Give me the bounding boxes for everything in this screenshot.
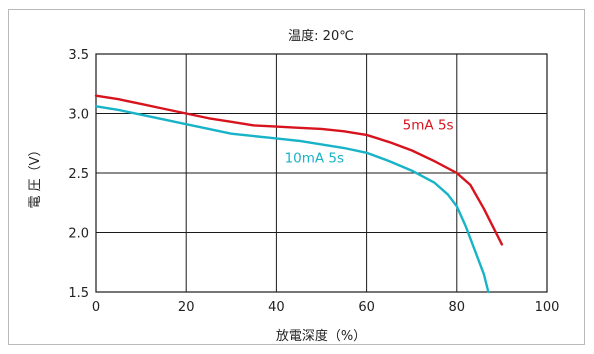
x-axis-label: 放電深度（%） xyxy=(276,328,366,344)
series-label-1: 5mA 5s xyxy=(403,118,454,134)
x-tick-label: 40 xyxy=(268,300,285,315)
series-group xyxy=(94,94,504,294)
plot-area xyxy=(95,53,548,293)
axis-ticks: 0 20 40 60 80 100 1.5 2.0 2.5 3.0 3.5 xyxy=(68,48,559,315)
y-tick-label: 1.5 xyxy=(68,286,89,301)
series-line-1 xyxy=(94,94,504,246)
y-tick-label: 2.5 xyxy=(68,167,89,182)
grid xyxy=(95,53,548,293)
y-tick-label: 3.0 xyxy=(68,108,89,123)
chart-title: 温度: 20℃ xyxy=(288,28,354,44)
y-tick-label: 3.5 xyxy=(68,48,89,63)
x-tick-label: 80 xyxy=(449,300,466,315)
series-line-2 xyxy=(94,105,490,294)
x-tick-label: 20 xyxy=(178,300,195,315)
series-label-2: 10mA 5s xyxy=(285,151,344,167)
y-axis-label: 電 圧（V） xyxy=(28,143,43,208)
series-labels: 5mA 5s 10mA 5s xyxy=(285,118,454,167)
x-tick-label: 100 xyxy=(535,300,560,315)
x-tick-label: 60 xyxy=(358,300,375,315)
y-tick-label: 2.0 xyxy=(68,227,89,242)
x-tick-label: 0 xyxy=(92,300,100,315)
plot-border xyxy=(95,53,548,293)
